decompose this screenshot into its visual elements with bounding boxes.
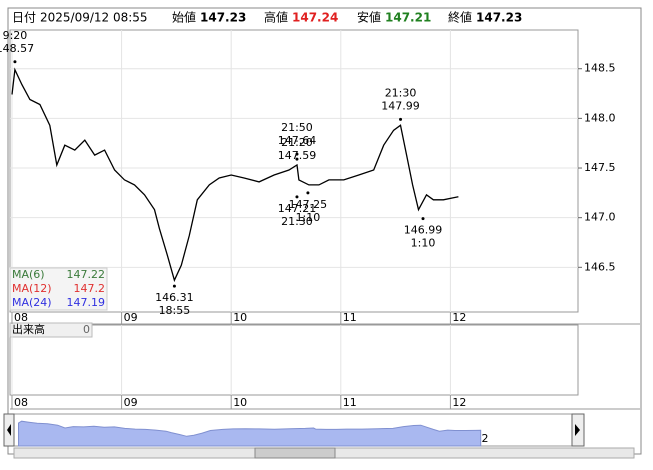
- annotation-point: [13, 60, 17, 64]
- annotation-time: 21:30: [385, 86, 417, 99]
- y-tick-label: 148.0: [584, 111, 616, 124]
- x-tick-label: 08: [14, 396, 28, 409]
- annotation-price: 147.99: [381, 99, 420, 112]
- x-tick-label: 10: [233, 396, 247, 409]
- legend-value: 147.2: [74, 282, 106, 295]
- annotation-point: [295, 152, 299, 156]
- arrow: [7, 424, 11, 436]
- header: 日付 2025/09/12 08:55 始値 147.23 高値 147.24 …: [12, 10, 522, 25]
- annotation-time: 9:20: [3, 29, 28, 42]
- annotation-price: 147.25: [289, 198, 328, 211]
- volume-label: 出来高: [12, 322, 45, 336]
- y-tick-label: 147.0: [584, 211, 616, 224]
- frame: [7, 7, 642, 455]
- volume-frame: [9, 324, 579, 396]
- annotation-time: 21:30: [281, 215, 313, 228]
- volume-legend-box: [9, 322, 93, 338]
- low-label: 安値: [357, 10, 381, 25]
- low: 147.21: [385, 11, 431, 25]
- navigator-area: [17, 420, 482, 447]
- annotation-price: 146.99: [404, 224, 443, 237]
- annotation-price: 146.31: [155, 291, 194, 304]
- volume-value: 0: [83, 323, 90, 336]
- annotation-time: 1:10: [296, 211, 321, 224]
- legend-name: MA(24): [12, 296, 52, 309]
- annotation-point: [399, 117, 403, 121]
- plot-frame: [9, 29, 579, 313]
- annotation-point: [172, 284, 176, 288]
- annotation-point: [306, 191, 310, 195]
- legend-name: MA(12): [12, 282, 52, 295]
- legend-box: [9, 267, 108, 311]
- x-tick-label: 11: [343, 311, 357, 324]
- annotation-price: 147.21: [278, 202, 317, 215]
- high-label: 高値: [264, 10, 288, 25]
- annotation-time: 21:20: [281, 136, 313, 149]
- x-tick-label: 08: [14, 311, 28, 324]
- legend-value: 147.22: [67, 268, 106, 281]
- x-tick-label: 09: [124, 311, 138, 324]
- annotation-time: 21:50: [281, 121, 313, 134]
- legend-value: 147.19: [67, 296, 106, 309]
- price-line: [11, 67, 459, 283]
- annotation-price: 148.57: [0, 42, 34, 55]
- x-tick-label: 12: [452, 311, 466, 324]
- close: 147.23: [476, 11, 522, 25]
- y-tick-label: 146.5: [584, 260, 616, 273]
- x-tick-label: 09: [124, 396, 138, 409]
- open: 147.23: [200, 11, 246, 25]
- x-tick-label: 12: [452, 396, 466, 409]
- annotation-point: [295, 195, 299, 199]
- y-tick-label: 147.5: [584, 161, 616, 174]
- annotation-point: [295, 157, 299, 161]
- high: 147.24: [292, 11, 338, 25]
- datetime: 2025/09/12 08:55: [40, 11, 148, 25]
- annotation-time: 1:10: [411, 237, 436, 250]
- open-label: 始値: [172, 10, 196, 25]
- annotation-point: [421, 217, 425, 221]
- date-label: 日付: [12, 11, 36, 25]
- x-tick-label: 11: [343, 396, 357, 409]
- y-tick-label: 148.5: [584, 62, 616, 75]
- arrow: [575, 424, 580, 436]
- close-label: 終値: [448, 10, 472, 25]
- scroll-thumb[interactable]: [254, 447, 336, 459]
- x-tick-label: 10: [233, 311, 247, 324]
- annotation-time: 18:55: [159, 304, 191, 317]
- annotation-price: 147.59: [278, 149, 317, 162]
- annotation-price: 147.64: [278, 134, 317, 147]
- legend-name: MA(6): [12, 268, 45, 281]
